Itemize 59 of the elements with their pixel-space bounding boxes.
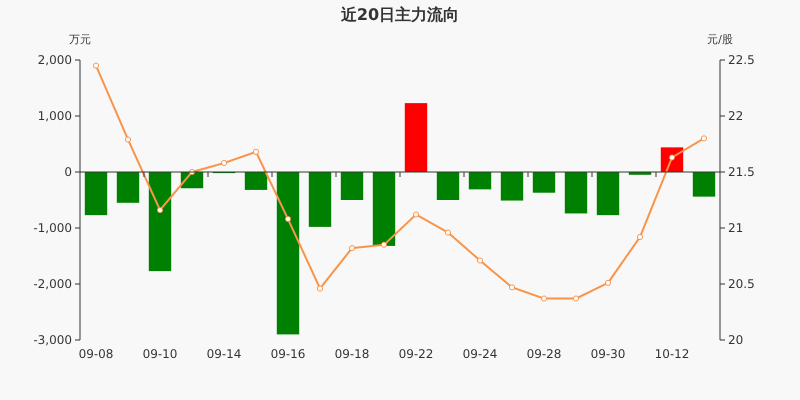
point — [605, 280, 611, 286]
y2-tick-label: 22.5 — [728, 53, 755, 67]
y2-tick-label: 20 — [728, 333, 744, 347]
x-tick-label: 10-12 — [654, 347, 690, 361]
x-tick-label: 09-24 — [462, 347, 498, 361]
y-tick-label: -2,000 — [33, 277, 72, 291]
y-axis-title: 万元 — [69, 33, 91, 46]
y-tick-label: 0 — [64, 165, 72, 179]
point — [413, 212, 419, 218]
point — [93, 62, 99, 69]
bar — [308, 172, 332, 227]
bar — [692, 172, 716, 197]
x-tick-label: 09-14 — [206, 347, 242, 361]
y-tick-label: 2,000 — [38, 53, 72, 67]
y2-tick-label: 22 — [728, 109, 744, 123]
bar — [596, 172, 620, 216]
bar — [468, 172, 492, 190]
point — [125, 136, 131, 143]
y2-axis-title: 元/股 — [707, 33, 733, 46]
point — [317, 285, 323, 292]
bar — [372, 172, 396, 246]
y2-tick-label: 20.5 — [728, 277, 755, 291]
x-tick-label: 09-30 — [590, 347, 626, 361]
point — [445, 229, 451, 236]
point — [573, 296, 579, 302]
point — [509, 284, 515, 290]
x-tick-label: 09-28 — [526, 347, 562, 361]
y-tick-label: 1,000 — [38, 109, 72, 123]
bar — [436, 172, 460, 200]
bar — [564, 172, 588, 214]
y2-tick-label: 21.5 — [728, 165, 755, 179]
bar — [116, 172, 140, 203]
chart-title: 近20日主力流向 — [340, 5, 460, 24]
point — [157, 207, 163, 214]
point — [221, 160, 227, 166]
bar — [340, 172, 364, 200]
bar — [244, 172, 268, 190]
point — [381, 242, 387, 248]
point — [253, 148, 259, 155]
bar — [276, 172, 300, 334]
point — [477, 257, 483, 264]
point — [541, 296, 547, 302]
bar — [532, 172, 556, 193]
x-tick-label: 09-08 — [78, 347, 114, 361]
bar — [404, 103, 428, 172]
point — [285, 216, 291, 222]
x-tick-label: 09-18 — [334, 347, 370, 361]
bar — [148, 172, 172, 272]
x-tick-label: 09-16 — [270, 347, 306, 361]
y-tick-label: -3,000 — [33, 333, 72, 347]
x-tick-label: 09-22 — [398, 347, 434, 361]
bar — [84, 172, 108, 216]
x-tick-label: 09-10 — [142, 347, 178, 361]
point — [637, 234, 643, 240]
point — [701, 135, 707, 142]
point — [349, 245, 355, 252]
y2-tick-label: 21 — [728, 221, 744, 235]
y-tick-label: -1,000 — [33, 221, 72, 235]
bar — [500, 172, 524, 201]
